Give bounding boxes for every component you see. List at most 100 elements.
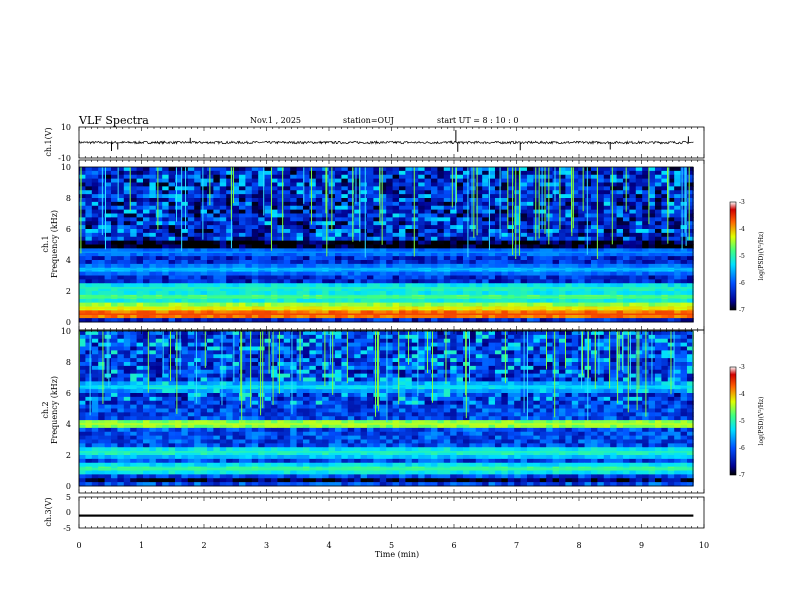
ch2-cell bbox=[610, 342, 617, 347]
ch1-cell bbox=[456, 178, 464, 183]
ch1-cell bbox=[648, 182, 656, 187]
ch1-cell bbox=[648, 240, 656, 245]
ch1-cell bbox=[123, 213, 131, 218]
ch1-cell bbox=[584, 263, 592, 269]
ch1-cell bbox=[251, 291, 259, 296]
ch2-cell bbox=[565, 338, 573, 344]
ch1-cell bbox=[328, 252, 336, 257]
ch1-cell bbox=[571, 205, 579, 211]
ch1-cell bbox=[309, 170, 317, 176]
ch1-cell bbox=[418, 279, 425, 284]
ch1-cell bbox=[238, 271, 246, 276]
ch1-cell bbox=[571, 232, 579, 238]
ch1-cell bbox=[181, 236, 189, 242]
ch1-cell bbox=[680, 229, 688, 234]
ch1-cell bbox=[277, 291, 285, 296]
ch1-cell bbox=[143, 178, 150, 183]
ch1-cell bbox=[136, 217, 144, 222]
ch1-cell bbox=[155, 310, 163, 315]
ch1-cell bbox=[130, 194, 137, 199]
ch2-cell bbox=[686, 331, 694, 336]
ch1-cell bbox=[130, 198, 137, 203]
ch1-cell bbox=[526, 275, 534, 280]
ch1-cell bbox=[168, 182, 176, 187]
ch1-cell bbox=[392, 221, 400, 226]
ch1-cell bbox=[162, 225, 169, 230]
ch1-cell bbox=[622, 240, 630, 245]
ch1-cell bbox=[622, 252, 630, 257]
ch1-cell bbox=[104, 291, 112, 296]
ch1-cell bbox=[347, 314, 355, 319]
ch2-cell bbox=[494, 338, 502, 344]
ch2-cell bbox=[680, 331, 688, 336]
ch1-cell bbox=[603, 256, 611, 261]
ch1-cell bbox=[635, 236, 643, 242]
ch2-cell bbox=[187, 342, 195, 347]
ch1-cell bbox=[456, 248, 464, 253]
ch1-cell bbox=[290, 174, 297, 180]
ch2-cell bbox=[143, 342, 150, 347]
ch2-cell bbox=[590, 350, 598, 355]
ch1-cell bbox=[642, 201, 649, 207]
ch1-cell bbox=[123, 182, 131, 187]
ch1-cell bbox=[226, 225, 233, 230]
ch1-cell bbox=[85, 194, 93, 199]
ch1-cell bbox=[277, 201, 285, 207]
ch1-cell bbox=[251, 275, 259, 280]
ch1-cell bbox=[482, 186, 489, 191]
ch2-cell bbox=[418, 331, 425, 336]
ch1-cell bbox=[213, 240, 221, 245]
ch1-cell bbox=[578, 252, 585, 257]
ch1-cell bbox=[456, 209, 464, 214]
ch1-cell bbox=[296, 182, 304, 187]
ch1-cell bbox=[546, 174, 553, 180]
ch1-cell bbox=[136, 236, 144, 242]
ch1-cell bbox=[104, 298, 112, 304]
ch1-cell bbox=[328, 236, 336, 242]
ch1-cell bbox=[277, 213, 285, 218]
ch1-cell bbox=[501, 291, 509, 296]
ch1-cell bbox=[654, 232, 662, 238]
ch1-cell bbox=[277, 298, 285, 304]
ch1-cell bbox=[181, 170, 189, 176]
ch1-cell bbox=[379, 263, 387, 269]
ch1-cell bbox=[437, 244, 445, 249]
ch1-cell bbox=[379, 221, 387, 226]
ch1-ytick-4: 4 bbox=[66, 256, 71, 265]
ch1-cell bbox=[622, 217, 630, 222]
ch1-cell bbox=[366, 198, 374, 203]
ch1-cell bbox=[219, 174, 227, 180]
ch1-cell bbox=[667, 170, 675, 176]
ch1-cell bbox=[258, 275, 265, 280]
ch1-cell bbox=[213, 225, 221, 230]
ch2-cell bbox=[469, 331, 477, 336]
ch1-cell bbox=[373, 260, 381, 265]
ch2-cell bbox=[475, 350, 483, 355]
ch1-cell bbox=[462, 174, 470, 180]
ch1-cell bbox=[405, 291, 413, 296]
ch1-cell bbox=[206, 209, 214, 214]
ch2-cell bbox=[482, 334, 489, 340]
ch1-cell bbox=[258, 186, 265, 191]
ch1-cell bbox=[462, 217, 470, 222]
ch1-cell bbox=[162, 221, 169, 226]
ch2-cell bbox=[302, 334, 310, 340]
ch1-cell bbox=[533, 263, 541, 269]
ch1-cell bbox=[411, 248, 419, 253]
ch1-cell bbox=[360, 229, 368, 234]
ch1-cell bbox=[366, 302, 374, 307]
ch1-cell bbox=[603, 182, 611, 187]
ch1-cell bbox=[373, 310, 381, 315]
ch1-cell bbox=[674, 240, 681, 245]
ch1-cell bbox=[251, 310, 259, 315]
ch1-cell bbox=[654, 263, 662, 269]
ch1-cell bbox=[584, 310, 592, 315]
ch1-cell bbox=[680, 248, 688, 253]
ch1-cell bbox=[629, 221, 637, 226]
ch1-cell bbox=[661, 170, 669, 176]
ch1-cell bbox=[232, 279, 240, 284]
ch1-cell bbox=[334, 263, 342, 269]
ch2-cell bbox=[501, 342, 509, 347]
ch2-cell bbox=[334, 334, 342, 340]
ch2-cell bbox=[111, 346, 118, 351]
